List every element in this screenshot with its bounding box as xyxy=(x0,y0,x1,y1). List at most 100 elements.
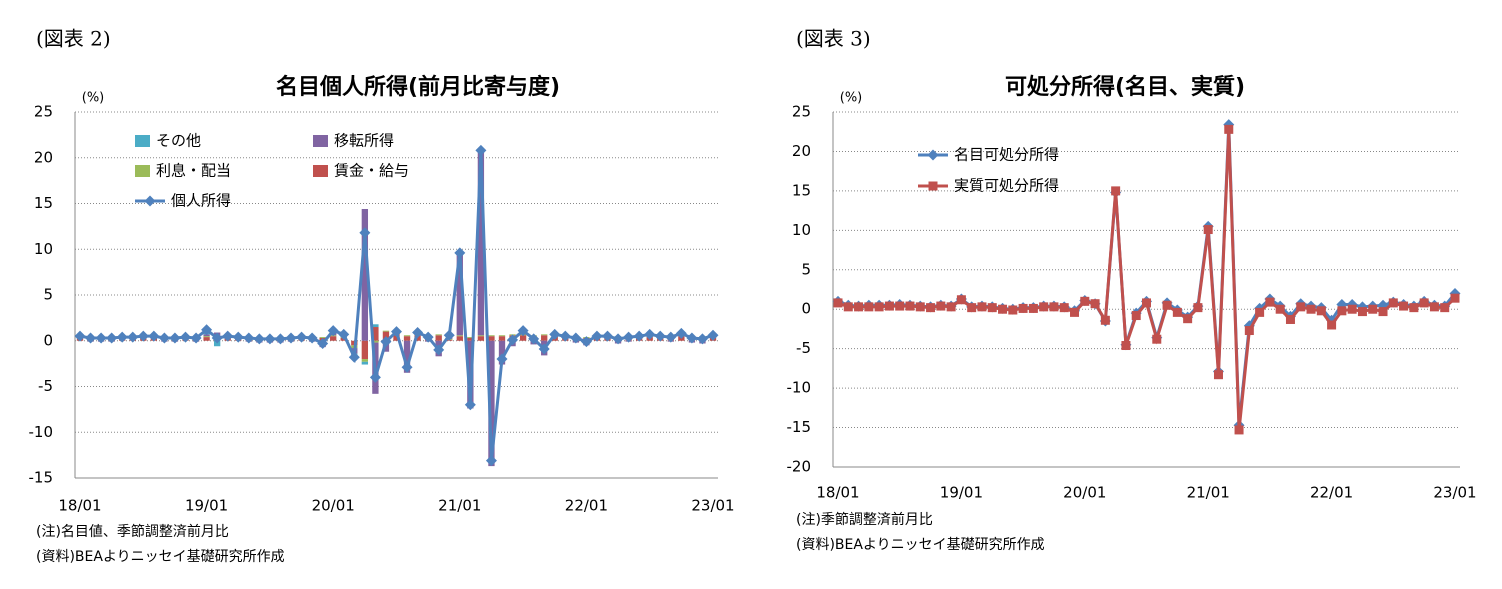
legend-label: 名目可処分所得 xyxy=(954,146,1059,164)
line xyxy=(837,129,1457,431)
y-tick-label: 20 xyxy=(792,142,811,160)
marker xyxy=(623,331,635,343)
marker xyxy=(1388,298,1398,308)
legend-label: 利息・配当 xyxy=(156,162,231,180)
marker xyxy=(85,332,97,344)
marker xyxy=(190,332,202,344)
bar xyxy=(330,336,337,341)
marker xyxy=(998,304,1008,314)
marker xyxy=(1142,298,1151,308)
note: (資料)BEAよりニッセイ基礎研究所作成 xyxy=(796,536,1045,553)
bar xyxy=(488,336,495,341)
marker xyxy=(148,330,160,342)
marker xyxy=(833,298,843,308)
x-tick-label: 18/01 xyxy=(58,497,101,515)
marker xyxy=(507,334,519,346)
marker xyxy=(1327,320,1337,330)
marker xyxy=(549,328,561,340)
legend-swatch xyxy=(135,135,150,147)
note: (注)季節調整済前月比 xyxy=(796,511,933,528)
bar xyxy=(361,359,369,362)
x-tick-label: 21/01 xyxy=(1187,484,1230,502)
bar xyxy=(372,324,379,328)
marker xyxy=(454,247,466,259)
marker xyxy=(517,325,529,337)
y-tick-label: -20 xyxy=(787,458,812,476)
marker xyxy=(1039,302,1049,312)
marker xyxy=(1172,307,1182,317)
bar xyxy=(435,335,442,341)
x-tick-label: 21/01 xyxy=(438,497,481,515)
y-tick-label: -5 xyxy=(38,377,53,395)
marker xyxy=(1008,305,1018,315)
x-tick-label: 20/01 xyxy=(312,497,355,515)
marker xyxy=(1409,303,1419,313)
note: (注)名目値、季節調整済前月比 xyxy=(36,523,229,540)
marker xyxy=(1028,303,1038,313)
marker xyxy=(317,337,329,349)
marker xyxy=(412,327,424,339)
marker xyxy=(401,361,413,373)
marker xyxy=(905,301,915,311)
figure-label: (図表 3) xyxy=(796,27,871,51)
y-tick-label: -10 xyxy=(29,423,54,441)
marker xyxy=(158,332,170,344)
marker xyxy=(1121,341,1131,351)
marker xyxy=(686,332,698,344)
x-tick-label: 18/01 xyxy=(816,484,859,502)
x-tick-label: 19/01 xyxy=(940,484,983,502)
marker xyxy=(211,332,223,344)
y-tick-label: 25 xyxy=(34,103,53,121)
legend-swatch xyxy=(313,135,328,147)
marker xyxy=(1440,303,1450,313)
marker xyxy=(1203,225,1213,235)
legend-swatch xyxy=(313,165,328,177)
y-tick-label: 25 xyxy=(792,103,811,121)
marker xyxy=(633,330,645,342)
marker xyxy=(528,333,540,345)
y-tick-label: 5 xyxy=(43,286,53,304)
bar xyxy=(488,340,495,467)
figure-label: (図表 2) xyxy=(36,27,111,51)
bar xyxy=(382,330,390,332)
marker xyxy=(433,344,445,356)
line xyxy=(837,124,1457,426)
marker xyxy=(1131,311,1141,321)
marker xyxy=(485,455,497,467)
marker xyxy=(1049,302,1059,312)
marker xyxy=(644,328,656,340)
marker xyxy=(1059,303,1069,313)
marker xyxy=(864,302,874,312)
x-tick-label: 19/01 xyxy=(185,497,228,515)
bar xyxy=(477,335,485,337)
marker xyxy=(443,329,455,341)
marker xyxy=(296,331,308,343)
marker xyxy=(956,295,966,305)
bar xyxy=(456,336,463,341)
marker xyxy=(1234,425,1244,435)
marker xyxy=(675,327,687,339)
bar xyxy=(403,340,411,373)
marker xyxy=(1378,307,1388,317)
marker xyxy=(1255,307,1265,317)
y-tick-label: 0 xyxy=(801,300,811,318)
y-tick-label: 5 xyxy=(801,260,811,278)
x-tick-label: 22/01 xyxy=(565,497,608,515)
bar xyxy=(403,335,411,337)
marker xyxy=(915,302,925,312)
marker xyxy=(327,325,339,337)
marker xyxy=(1429,302,1439,312)
marker xyxy=(1306,304,1316,314)
marker xyxy=(285,332,297,344)
marker xyxy=(380,336,392,348)
legend-label: 賃金・給与 xyxy=(334,162,409,180)
marker xyxy=(274,333,286,345)
marker xyxy=(1296,302,1306,312)
bar xyxy=(541,334,548,336)
y-tick-label: 15 xyxy=(792,181,811,199)
bar xyxy=(467,337,474,339)
bar xyxy=(488,335,495,337)
marker xyxy=(1357,307,1367,317)
marker xyxy=(475,144,487,156)
